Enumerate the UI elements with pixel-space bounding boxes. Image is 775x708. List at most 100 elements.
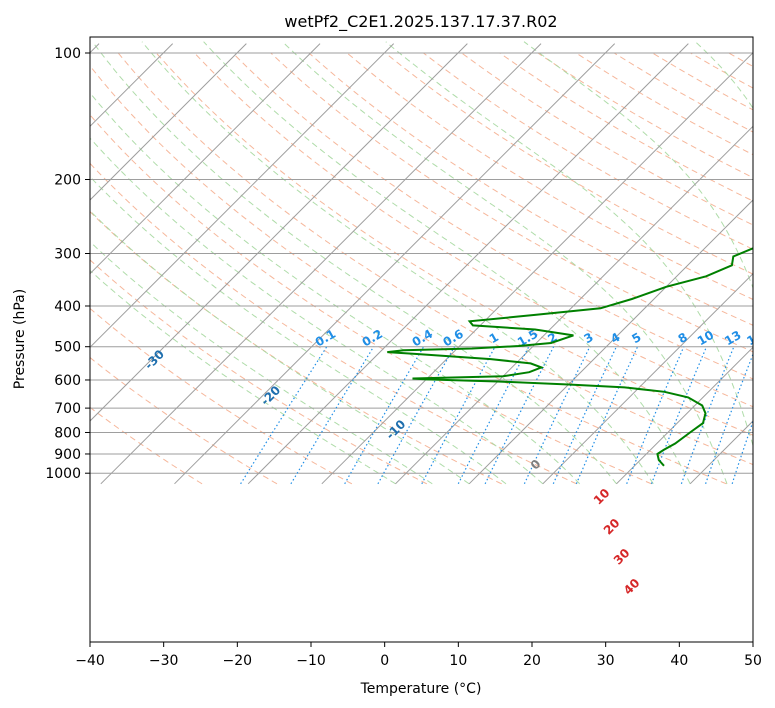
- mixing-ratio-line: [626, 346, 685, 485]
- x-tick-label: −10: [296, 653, 326, 669]
- dry-adiabat: [194, 52, 753, 408]
- mixing-ratio-label: 0.4: [410, 327, 435, 350]
- moist-adiabat-label: 20: [601, 516, 623, 538]
- moist-adiabat: [523, 41, 753, 290]
- dry-adiabat: [90, 259, 428, 485]
- moist-adiabat: [282, 41, 728, 484]
- isotherm-line: [90, 43, 395, 349]
- moist-adiabat: [92, 41, 617, 485]
- moist-adiabat: [90, 175, 507, 485]
- mixing-ratio-lines: [240, 346, 775, 485]
- isotherms: [0, 43, 775, 485]
- mixing-ratio-line: [552, 346, 617, 485]
- dry-adiabat: [728, 52, 753, 68]
- isotherm-line: [90, 43, 100, 54]
- isotherm-line: [0, 44, 25, 484]
- mixing-ratio-label: 8: [676, 330, 690, 346]
- isotherm-line: [321, 51, 753, 485]
- moist-adiabat-label: 10: [591, 486, 613, 508]
- isotherm-line: [100, 43, 542, 485]
- isotherm-line: [90, 43, 468, 422]
- isotherm-line: [542, 272, 753, 485]
- isotherm-line: [468, 199, 753, 485]
- moist-adiabat: [90, 137, 544, 485]
- mixing-ratio-label: 0.2: [360, 327, 385, 350]
- isotherm-line: [90, 43, 321, 275]
- y-tick-label: 600: [54, 373, 81, 389]
- dry-adiabat: [613, 52, 753, 133]
- mixing-ratio-line: [575, 346, 639, 485]
- dry-adiabat: [652, 52, 753, 111]
- mixing-ratio-label: 13: [722, 328, 743, 348]
- x-tick-label: 30: [597, 653, 615, 669]
- dry-adiabat: [90, 65, 727, 485]
- dry-adiabats: [90, 52, 775, 485]
- y-tick-label: 800: [54, 425, 81, 441]
- x-tick-label: 0: [380, 653, 389, 669]
- dewpoint-profile: [387, 247, 753, 467]
- dry-adiabat: [232, 52, 753, 380]
- isotherm-line: [247, 43, 689, 485]
- mixing-ratio-line: [523, 346, 591, 485]
- isotherm-line: [616, 346, 753, 485]
- moist-adiabat: [90, 269, 396, 485]
- y-axis-label: Pressure (hPa): [12, 289, 28, 389]
- x-tick-label: −40: [75, 653, 105, 669]
- isotherm-line: [174, 43, 616, 485]
- x-axis-ticks: −40 −30 −20 −10 0 10 20 30 40 50: [75, 642, 762, 669]
- x-tick-label: 10: [449, 653, 467, 669]
- mixing-ratio-label: 0.6: [440, 327, 465, 350]
- mixing-ratio-label: 3: [582, 330, 596, 346]
- dry-adiabat-label: -30: [142, 347, 167, 372]
- dry-adiabat: [117, 52, 753, 466]
- dry-adiabat: [90, 356, 278, 485]
- mixing-ratio-label: 10: [695, 328, 716, 348]
- x-tick-label: −30: [149, 653, 179, 669]
- mixing-ratio-label: 1: [487, 330, 501, 346]
- dry-adiabat-label: 0: [528, 457, 544, 473]
- moist-adiabat-label: 40: [621, 576, 643, 598]
- x-tick-label: 40: [670, 653, 688, 669]
- dry-adiabat: [90, 307, 353, 485]
- isotherm-line: [90, 43, 174, 128]
- mixing-ratio-line: [421, 346, 496, 485]
- y-tick-label: 700: [54, 401, 81, 417]
- dry-adiabat: [90, 210, 502, 485]
- dry-adiabat: [155, 52, 753, 436]
- y-tick-label: 900: [54, 447, 81, 463]
- dry-adiabat: [346, 52, 753, 300]
- y-tick-label: 400: [54, 299, 81, 315]
- dry-adiabat-label: -10: [383, 417, 408, 442]
- x-axis-label: Temperature (°C): [360, 681, 482, 697]
- mixing-ratio-line: [759, 347, 775, 484]
- mixing-ratio-label: 5: [629, 330, 643, 346]
- y-tick-label: 500: [54, 340, 81, 356]
- moist-adiabat: [90, 92, 580, 485]
- y-tick-label: 1000: [45, 466, 81, 482]
- plot-frame: [89, 36, 754, 643]
- dry-adiabat: [308, 52, 753, 326]
- y-tick-label: 300: [54, 246, 81, 262]
- mixing-ratio-label: 20: [769, 328, 775, 348]
- dry-adiabat: [537, 52, 753, 179]
- dry-adiabat: [767, 53, 775, 484]
- isotherm-line: [764, 44, 775, 484]
- dry-adiabat: [90, 114, 652, 485]
- mixing-ratio-line: [344, 346, 425, 485]
- x-tick-label: −20: [223, 653, 253, 669]
- temperature-profile: [771, 53, 775, 473]
- chart-title: wetPf2_C2E1.2025.137.17.37.R02: [284, 12, 557, 32]
- mixing-ratio-line: [731, 419, 753, 484]
- x-tick-label: 20: [523, 653, 541, 669]
- mixing-ratio-line: [705, 352, 753, 484]
- mixing-ratio-line: [680, 346, 735, 484]
- isopleth-labels: -100-90-80-70-60-50-40-30-20-10010203040…: [142, 327, 775, 598]
- isotherm-line: [395, 125, 753, 485]
- y-axis-ticks: 100 200 300 400 500 600 700 800 900 1000: [45, 46, 90, 482]
- moist-adiabat-label: 30: [611, 546, 633, 568]
- y-tick-label: 100: [54, 46, 81, 62]
- x-tick-label: 50: [744, 653, 762, 669]
- mixing-ratio-label: 16: [744, 328, 765, 348]
- pressure-gridlines: [90, 52, 753, 474]
